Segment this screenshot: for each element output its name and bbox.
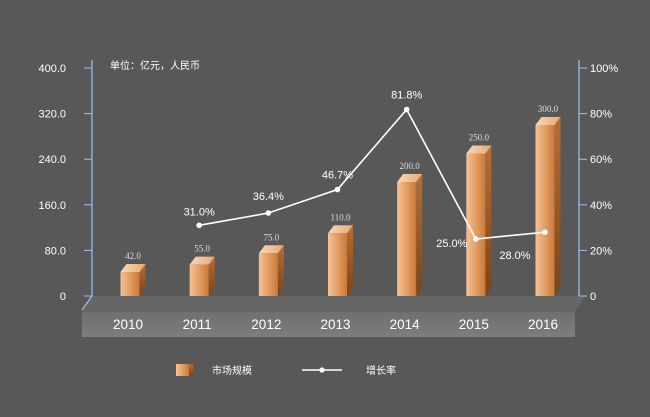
bar	[466, 145, 492, 296]
legend-line-swatch	[302, 367, 342, 373]
x-tick-label: 2014	[390, 317, 421, 332]
growth-point	[334, 186, 341, 193]
chart-floor	[82, 296, 585, 312]
growth-line: 31.0% 36.4% 46.7% 81.8% 25.0% 28.0%	[184, 89, 548, 262]
growth-value-label: 46.7%	[322, 170, 353, 182]
growth-value-label: 25.0%	[436, 238, 467, 250]
x-tick-label: 2015	[459, 317, 489, 332]
x-tick-label: 2016	[528, 317, 558, 332]
x-tick-label: 2011	[183, 317, 212, 332]
y-left-tick-label: 0	[60, 291, 66, 303]
growth-value-label: 36.4%	[253, 191, 284, 203]
legend-bar-label: 市场规模	[212, 364, 252, 377]
bar-value-label: 300.0	[538, 104, 559, 114]
bars: 42.0 55.0 75.0 110.0 200.0 250.0 300.0	[120, 104, 561, 296]
bar-value-label: 110.0	[331, 212, 351, 222]
growth-value-label: 81.8%	[391, 89, 422, 101]
bar-value-label: 42.0	[125, 251, 141, 261]
x-tick-labels: 2010 2011 2012 2013 2014 2015 2016	[113, 317, 558, 332]
y-right-tick-label: 40%	[590, 200, 612, 212]
unit-note: 单位：亿元，人民币	[110, 59, 200, 72]
y-left-tick-label: 240.0	[38, 154, 66, 166]
x-tick-label: 2012	[251, 317, 281, 332]
bar	[120, 264, 146, 296]
legend-bar-swatch	[176, 364, 193, 376]
bar	[397, 174, 423, 296]
legend-line-label: 增长率	[366, 364, 396, 377]
y-right-tick-label: 0	[590, 291, 596, 303]
bar-value-label: 55.0	[194, 244, 210, 254]
growth-value-label: 31.0%	[184, 206, 215, 218]
bar	[535, 117, 561, 296]
bar	[258, 245, 284, 296]
growth-point	[403, 106, 410, 113]
y-left-tick-label: 320.0	[38, 109, 66, 121]
bar-value-label: 250.0	[469, 133, 490, 143]
right-axis	[578, 60, 587, 297]
y-right-tick-labels: 0 20% 40% 60% 80% 100%	[590, 63, 618, 303]
growth-point	[265, 210, 272, 216]
growth-value-label: 28.0%	[499, 250, 530, 262]
chart-floor-front	[82, 312, 575, 337]
bar-value-label: 75.0	[263, 232, 279, 242]
bar-value-label: 200.0	[400, 161, 421, 171]
legend: 市场规模 增长率	[176, 364, 396, 377]
y-right-tick-label: 60%	[590, 154, 612, 166]
y-left-tick-label: 80.0	[45, 245, 66, 257]
y-right-tick-label: 100%	[590, 63, 618, 75]
bar	[189, 256, 215, 296]
y-left-tick-label: 400.0	[38, 63, 66, 75]
x-tick-label: 2013	[320, 317, 350, 332]
y-right-tick-label: 80%	[590, 109, 612, 121]
growth-point	[473, 236, 479, 242]
growth-point	[542, 229, 548, 235]
left-axis	[81, 60, 93, 311]
growth-point	[196, 222, 202, 229]
bar	[328, 225, 353, 296]
x-tick-label: 2010	[113, 317, 143, 332]
y-left-tick-label: 160.0	[38, 200, 66, 212]
y-left-tick-labels: 0 80.0 160.0 240.0 320.0 400.0	[38, 63, 66, 303]
growth-line-path	[199, 108, 546, 240]
y-right-tick-label: 20%	[590, 245, 612, 257]
